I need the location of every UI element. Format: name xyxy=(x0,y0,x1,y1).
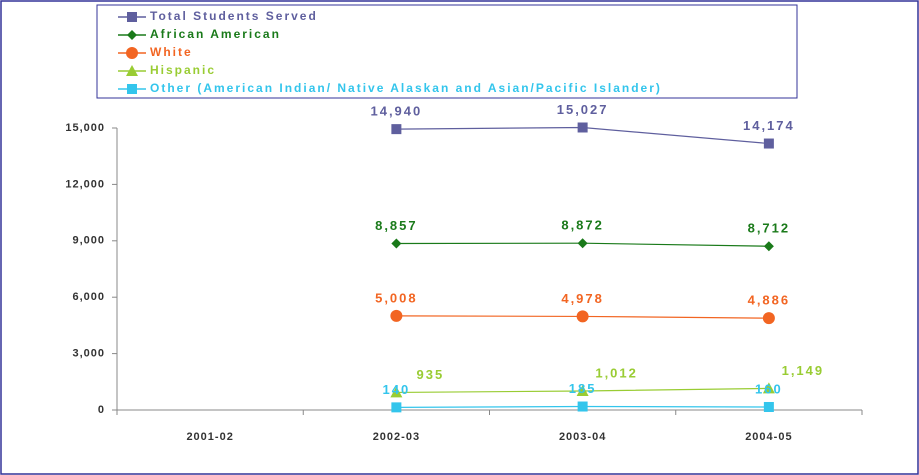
data-point xyxy=(391,238,402,249)
data-point xyxy=(390,386,403,398)
y-tick-label: 6,000 xyxy=(72,291,105,303)
y-tick-label: 9,000 xyxy=(72,235,105,247)
data-label: 5,008 xyxy=(375,290,418,305)
data-point xyxy=(577,238,588,249)
legend-label: Other (American Indian/ Native Alaskan a… xyxy=(150,81,662,95)
data-label: 4,978 xyxy=(561,291,604,306)
data-point xyxy=(391,124,402,135)
data-point xyxy=(762,312,775,325)
data-label: 1,012 xyxy=(595,365,638,380)
data-label: 15,027 xyxy=(557,102,609,117)
data-label: 8,857 xyxy=(375,218,418,233)
legend-marker xyxy=(127,12,137,22)
legend-marker xyxy=(127,30,137,40)
y-tick-label: 12,000 xyxy=(65,178,105,190)
data-point xyxy=(390,309,403,322)
y-tick-label: 15,000 xyxy=(65,122,105,134)
data-label: 140 xyxy=(383,382,411,397)
y-tick-label: 0 xyxy=(98,404,105,416)
x-tick-label: 2001-02 xyxy=(186,431,233,443)
legend-label: Total Students Served xyxy=(150,9,318,23)
x-tick-label: 2003-04 xyxy=(559,431,606,443)
data-label: 160 xyxy=(755,381,783,396)
data-point xyxy=(577,122,588,133)
y-tick-label: 3,000 xyxy=(72,348,105,360)
data-label: 4,886 xyxy=(748,293,791,308)
data-label: 1,149 xyxy=(782,363,825,378)
data-point xyxy=(763,401,774,412)
data-label: 185 xyxy=(569,381,597,396)
x-tick-label: 2004-05 xyxy=(745,431,792,443)
legend-label: Hispanic xyxy=(150,63,216,77)
data-point xyxy=(391,402,402,413)
legend-marker xyxy=(126,47,138,59)
data-point xyxy=(576,384,589,396)
legend-label: White xyxy=(150,45,193,59)
legend-marker xyxy=(127,84,137,94)
data-point xyxy=(763,241,774,252)
data-label: 935 xyxy=(417,367,445,382)
data-label: 8,872 xyxy=(561,218,604,233)
legend-box xyxy=(96,4,798,99)
data-label: 8,712 xyxy=(748,221,791,236)
data-point xyxy=(576,310,589,323)
data-point xyxy=(763,138,774,149)
data-label: 14,174 xyxy=(743,118,795,133)
data-point xyxy=(577,401,588,412)
x-tick-label: 2002-03 xyxy=(373,431,420,443)
data-point xyxy=(762,382,775,394)
legend-label: African American xyxy=(150,27,281,41)
legend-marker xyxy=(126,65,138,76)
data-label: 14,940 xyxy=(370,104,422,119)
